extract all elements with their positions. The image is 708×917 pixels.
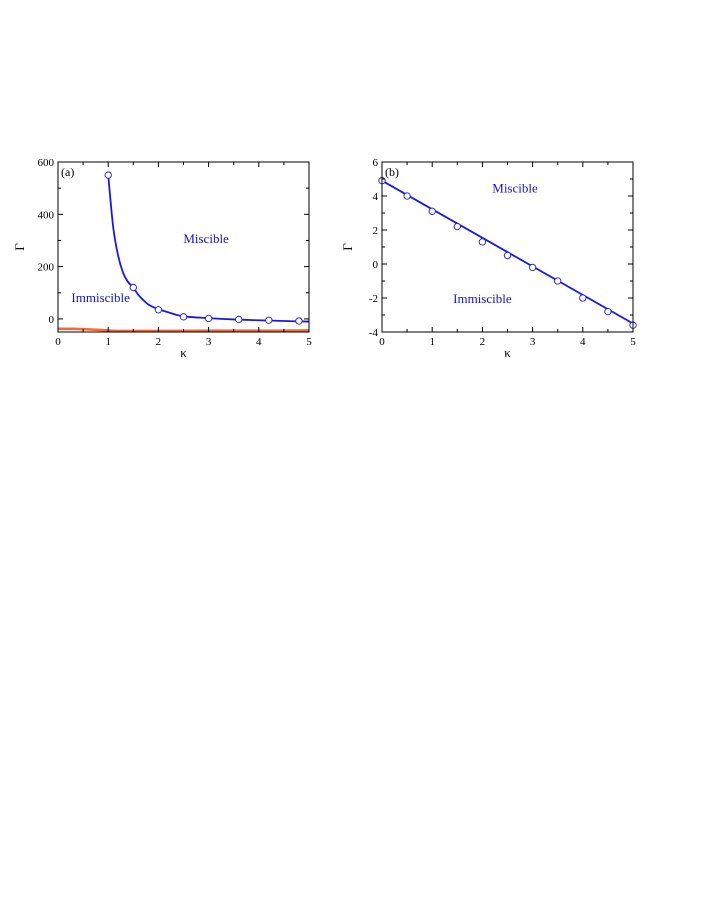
- panel-b-y-tick-label: 2: [373, 225, 379, 237]
- panel-a-series-0-line: [107, 174, 310, 323]
- panel-b-data-point: [478, 238, 487, 246]
- panel-b-x-tick-label: 0: [379, 336, 385, 348]
- panel-a-data-point: [295, 317, 303, 325]
- panel-b-y-axis-label: Γ: [340, 243, 355, 251]
- panel-b-region-label-immiscible: Immiscible: [453, 291, 512, 306]
- panel-a-data-point: [129, 283, 137, 292]
- panel-b-x-tick-label: 3: [530, 336, 536, 348]
- panel-a-data-point: [154, 306, 163, 314]
- panel-b-y-tick-label: -4: [369, 327, 379, 339]
- panel-a-plot-frame: [57, 161, 310, 333]
- panel-a-series-2-line: [57, 327, 310, 333]
- panel-a-data-point: [235, 315, 243, 324]
- panel-a-y-axis-label: Γ: [12, 243, 27, 251]
- panel-a-chart: 0 1 2 3 4 5 0 200 400 600 κ Γ (a) Miscible Immiscible: [12, 157, 312, 360]
- panel-b-region-label-miscible: Miscible: [492, 181, 538, 196]
- panel-b-y-tick-label: -2: [369, 293, 378, 305]
- panel-a-x-tick-label: 4: [256, 336, 262, 348]
- panel-a-x-tick-label: 0: [55, 336, 61, 348]
- panel-a-y-tick-label: 200: [38, 262, 55, 274]
- panel-b-data-point: [428, 207, 436, 215]
- panel-b-x-tick-label: 2: [480, 336, 486, 348]
- panel-b-y-tick-label: 6: [373, 157, 379, 169]
- panel-a-y-tick-label: 0: [49, 314, 55, 326]
- panel-a-x-tick-label: 1: [105, 336, 111, 348]
- panel-b-data-point: [503, 251, 512, 260]
- panel-a-label: (a): [61, 165, 74, 179]
- panel-b-data-point: [528, 263, 537, 272]
- panel-b-y-tick-label: 0: [373, 259, 379, 271]
- panel-b-data-point: [604, 307, 612, 316]
- panel-b-data-point: [403, 192, 411, 200]
- panel-a-data-point: [104, 171, 112, 179]
- panel-a-x-tick-label: 5: [306, 336, 312, 348]
- panel-b-x-tick-label: 5: [630, 336, 636, 348]
- panel-a-data-point: [265, 316, 273, 324]
- panel-a-y-tick-label: 400: [38, 209, 55, 221]
- panel-b-x-axis-label: κ: [504, 345, 511, 360]
- panel-b-data-point: [579, 294, 587, 302]
- panel-a-region-label-immiscible: Immiscible: [71, 290, 130, 305]
- panel-b-label: (b): [385, 165, 399, 179]
- panel-b-data-point: [554, 277, 562, 285]
- panel-a-x-axis-label: κ: [180, 345, 187, 360]
- panel-a-data-point: [204, 314, 213, 323]
- panel-a-x-tick-label: 2: [156, 336, 162, 348]
- panel-a-x-tick-label: 3: [206, 336, 212, 348]
- panel-b-x-tick-label: 4: [580, 336, 586, 348]
- panel-b-y-tick-label: 4: [373, 191, 379, 203]
- panel-a-region-label-miscible: Miscible: [183, 231, 229, 246]
- panel-b-data-point: [453, 222, 461, 231]
- panel-a-y-tick-label: 600: [38, 157, 55, 169]
- panel-b-x-tick-label: 1: [429, 336, 435, 348]
- panel-b-chart: 0 1 2 3 4 5 -4 -2 0 2 4 6 κ Γ (b) Miscible Immiscible: [340, 157, 637, 360]
- panel-a-data-point: [179, 313, 188, 321]
